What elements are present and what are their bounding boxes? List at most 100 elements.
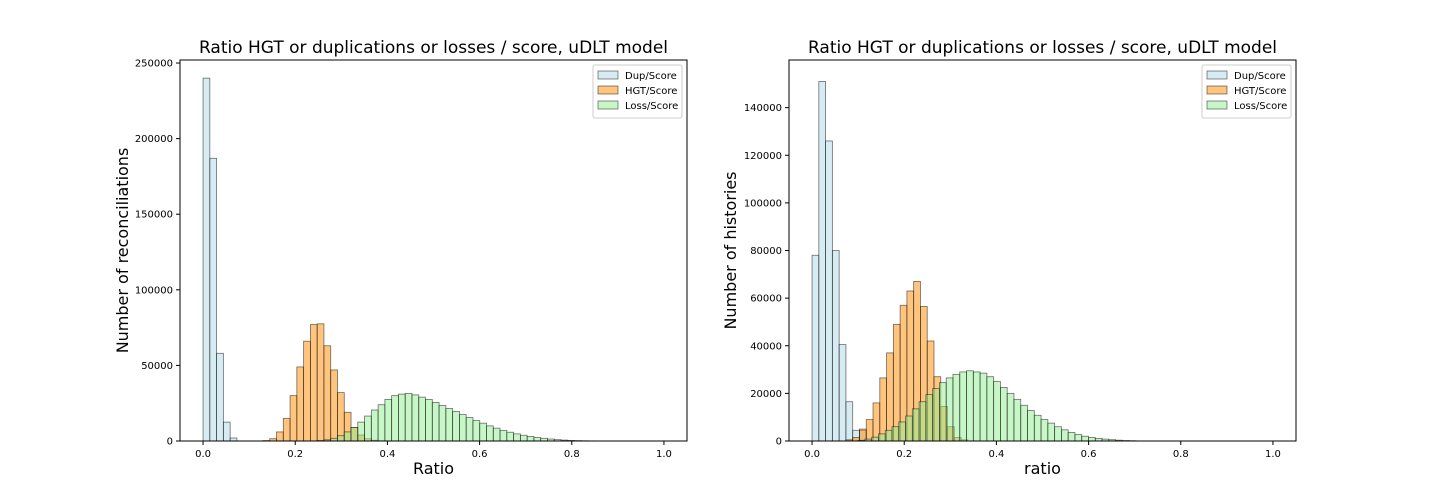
- series-dup-score: [811, 81, 867, 442]
- series-hgt-score: [262, 323, 393, 442]
- histogram-bar: [884, 429, 893, 442]
- histogram-bar: [986, 376, 995, 442]
- axes-frame: [179, 59, 688, 442]
- x-tick-label: 0.0: [195, 449, 211, 460]
- histogram-bar: [465, 417, 474, 442]
- legend-swatch: [1206, 85, 1228, 95]
- histogram-bar: [911, 408, 920, 442]
- histogram-bar: [871, 436, 879, 442]
- x-axis-label: ratio: [1024, 459, 1061, 478]
- histogram-bar: [891, 426, 900, 442]
- legend-swatch: [1206, 70, 1228, 80]
- histogram-bar: [993, 381, 1001, 442]
- histogram-bar: [479, 422, 487, 442]
- histogram-bar: [905, 415, 913, 442]
- x-tick-label: 1.0: [1265, 449, 1281, 460]
- histogram-bar: [945, 377, 954, 442]
- y-tick-label: 80000: [750, 246, 782, 257]
- y-tick-label: 0: [776, 437, 782, 448]
- histogram-bar: [838, 344, 847, 442]
- chart-title: Ratio HGT or duplications or losses / sc…: [808, 38, 1277, 58]
- y-tick-label: 120000: [744, 151, 782, 162]
- y-tick-label: 140000: [744, 103, 782, 114]
- y-tick-label: 100000: [135, 285, 173, 296]
- histogram-bar: [952, 373, 961, 442]
- histogram-bar: [506, 431, 515, 442]
- histogram-bar: [472, 420, 481, 442]
- histogram-bar: [1013, 398, 1022, 442]
- legend-entry: Dup/Score: [625, 71, 677, 82]
- histogram-bar: [431, 402, 440, 442]
- histogram-bar: [1033, 414, 1042, 442]
- x-tick-label: 0.6: [1081, 449, 1097, 460]
- histogram-bar: [357, 421, 365, 442]
- legend-swatch: [597, 100, 619, 110]
- histogram-bar: [972, 371, 981, 442]
- histogram-bar: [309, 324, 318, 442]
- y-tick-label: 250000: [135, 59, 173, 70]
- histogram-bar: [1040, 419, 1049, 442]
- histogram-bar: [1061, 429, 1069, 442]
- histogram-bar: [337, 435, 345, 442]
- histogram-bar: [289, 395, 298, 442]
- legend-entry: Loss/Score: [1234, 101, 1287, 112]
- histogram-bar: [391, 395, 399, 442]
- series-loss-score: [316, 392, 596, 442]
- histogram-bar: [276, 431, 284, 442]
- histogram-bar: [979, 372, 988, 442]
- histogram-bar: [282, 417, 291, 442]
- bars: [202, 77, 596, 442]
- histogram-bar: [425, 399, 433, 442]
- histogram-bar: [1047, 422, 1056, 442]
- y-tick-label: 0: [167, 437, 173, 448]
- x-tick-label: 1.0: [656, 449, 672, 460]
- histogram-bar: [845, 401, 854, 442]
- x-tick-label: 0.6: [472, 449, 488, 460]
- histogram-bar: [222, 421, 231, 442]
- y-axis-label: Number of histories: [721, 171, 740, 329]
- x-tick-label: 0.8: [564, 449, 580, 460]
- histogram-bar: [932, 388, 940, 442]
- x-tick-label: 0.8: [1173, 449, 1189, 460]
- legend-swatch: [1206, 100, 1228, 110]
- histogram-bar: [878, 433, 886, 442]
- histogram-bar: [438, 405, 447, 442]
- histogram-bar: [1000, 387, 1008, 442]
- x-tick-label: 0.2: [287, 449, 303, 460]
- histogram-bar: [533, 437, 542, 442]
- x-axis-ticks: 0.0 0.2 0.4 0.6 0.8 1.0: [195, 441, 672, 460]
- histogram-bar: [1081, 435, 1089, 442]
- legend-swatch: [597, 85, 619, 95]
- histogram-bar: [939, 382, 947, 442]
- histogram-bar: [831, 250, 840, 442]
- histogram-bar: [458, 414, 467, 442]
- histogram-bar: [418, 396, 426, 442]
- legend: Dup/Score HGT/Score Loss/Score: [1201, 64, 1292, 119]
- histogram-bar: [316, 323, 325, 442]
- histogram-bar: [959, 371, 967, 442]
- histogram-bar: [411, 394, 420, 442]
- histogram-bar: [1088, 437, 1096, 442]
- y-axis-ticks: 0 50000 100000 150000 200000 250000: [135, 59, 180, 448]
- y-tick-label: 60000: [750, 294, 782, 305]
- x-tick-label: 0.0: [804, 449, 820, 460]
- y-axis-label: Number of reconciliations: [113, 148, 132, 354]
- x-axis-ticks: 0.0 0.2 0.4 0.6 0.8 1.0: [804, 441, 1281, 460]
- histogram-bar: [818, 81, 827, 442]
- histogram-bar: [898, 421, 906, 442]
- chart-title: Ratio HGT or duplications or losses / sc…: [199, 38, 668, 58]
- histogram-bar: [492, 427, 501, 442]
- y-tick-label: 50000: [141, 361, 173, 372]
- legend: Dup/Score HGT/Score Loss/Score: [592, 64, 683, 119]
- legend-entry: HGT/Score: [625, 86, 677, 97]
- histogram-bar: [404, 392, 413, 442]
- histogram-bar: [377, 404, 386, 442]
- right-histogram-panel: 0.0 0.2 0.4 0.6 0.8 1.0 0 20000 40000 60000 80000 1…: [721, 38, 1297, 478]
- histogram-bar: [1020, 404, 1028, 442]
- histogram-bar: [202, 77, 211, 442]
- legend-entry: HGT/Score: [1234, 86, 1286, 97]
- histogram-bar: [370, 409, 379, 442]
- histogram-bar: [811, 254, 820, 442]
